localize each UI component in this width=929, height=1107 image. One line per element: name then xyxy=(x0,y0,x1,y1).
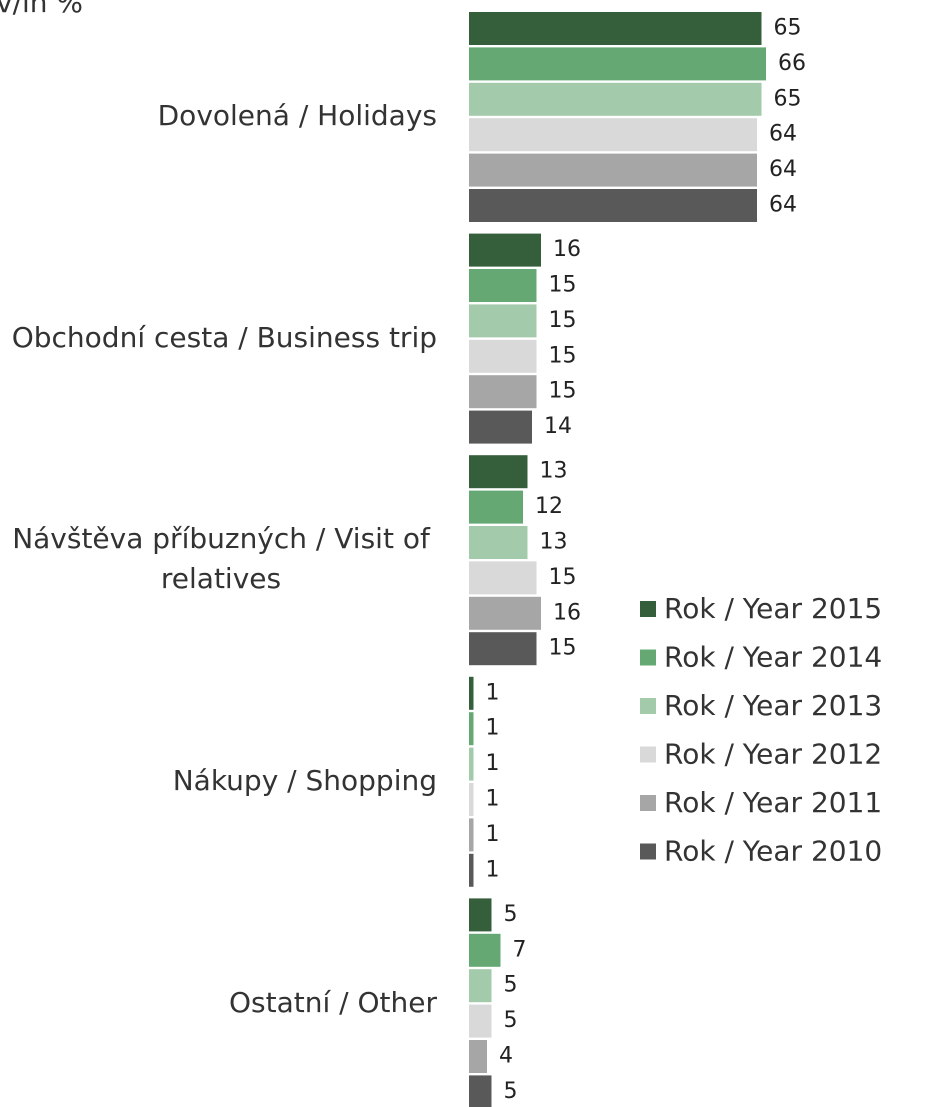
bar xyxy=(469,526,528,559)
bar xyxy=(469,153,757,187)
bar xyxy=(469,375,537,409)
bar xyxy=(469,118,757,152)
value-label: 16 xyxy=(553,600,581,625)
legend-label: Rok / Year 2010 xyxy=(664,835,882,868)
value-label: 5 xyxy=(504,973,518,998)
legend-swatch xyxy=(640,601,656,617)
value-label: 14 xyxy=(544,414,572,439)
value-label: 65 xyxy=(774,16,802,41)
legend-swatch xyxy=(640,698,656,714)
bar xyxy=(469,339,537,373)
category-label: Ostatní / Other xyxy=(228,985,437,1019)
bar xyxy=(469,1040,487,1073)
value-label: 15 xyxy=(549,343,577,368)
value-label: 15 xyxy=(549,565,577,590)
legend-label: Rok / Year 2013 xyxy=(664,689,882,722)
value-label: 4 xyxy=(499,1044,513,1069)
value-label: 65 xyxy=(774,86,802,111)
value-label: 13 xyxy=(540,530,568,555)
value-label: 1 xyxy=(486,751,500,776)
bar xyxy=(469,490,523,524)
category-label: Dovolená / Holidays xyxy=(157,99,437,133)
value-label: 15 xyxy=(549,379,577,404)
value-label: 1 xyxy=(486,680,500,705)
bar xyxy=(469,632,537,666)
bar xyxy=(469,853,474,887)
value-label: 12 xyxy=(535,494,563,519)
bar xyxy=(469,1004,492,1038)
bar xyxy=(469,561,537,595)
value-label: 15 xyxy=(549,273,577,298)
bar xyxy=(469,12,762,45)
value-label: 15 xyxy=(549,308,577,333)
bar xyxy=(469,676,474,710)
bar xyxy=(469,712,474,746)
value-label: 64 xyxy=(769,122,797,147)
bar xyxy=(469,47,766,81)
value-label: 5 xyxy=(504,1008,518,1033)
value-label: 64 xyxy=(769,193,797,218)
bar xyxy=(469,783,474,816)
legend-label: Rok / Year 2014 xyxy=(664,641,882,674)
value-label: 1 xyxy=(486,716,500,741)
value-label: 1 xyxy=(486,857,500,882)
value-label: 15 xyxy=(549,636,577,661)
bar xyxy=(469,304,537,338)
bar xyxy=(469,596,541,630)
bar xyxy=(469,747,474,781)
bar xyxy=(469,455,528,489)
bar xyxy=(469,933,501,967)
bar xyxy=(469,969,492,1003)
bar xyxy=(469,233,541,267)
value-label: 1 xyxy=(486,822,500,847)
value-label: 66 xyxy=(778,51,806,76)
value-label: 7 xyxy=(513,937,527,962)
value-label: 16 xyxy=(553,237,581,262)
bar xyxy=(469,189,757,222)
legend-swatch xyxy=(640,843,656,860)
legend-swatch xyxy=(640,746,656,763)
value-label: 1 xyxy=(486,787,500,812)
legend-swatch xyxy=(640,649,656,666)
value-label: 5 xyxy=(504,902,518,927)
value-label: 64 xyxy=(769,157,797,182)
bar xyxy=(469,898,492,932)
bar xyxy=(469,1075,492,1107)
legend-label: Rok / Year 2011 xyxy=(664,786,882,819)
value-label: 13 xyxy=(540,459,568,484)
legend-label: Rok / Year 2015 xyxy=(664,592,882,625)
bar xyxy=(469,269,537,302)
category-label: Návštěva příbuzných / Visit of relatives xyxy=(12,522,430,596)
category-label: Nákupy / Shopping xyxy=(172,764,437,797)
category-label: Obchodní cesta / Business trip xyxy=(11,320,437,354)
legend-label: Rok / Year 2012 xyxy=(664,738,882,771)
legend-swatch xyxy=(640,795,656,811)
bar xyxy=(469,410,532,444)
bar xyxy=(469,82,762,116)
chart-title: v/in % xyxy=(0,0,84,19)
value-label: 5 xyxy=(504,1079,518,1104)
bar xyxy=(469,818,474,852)
